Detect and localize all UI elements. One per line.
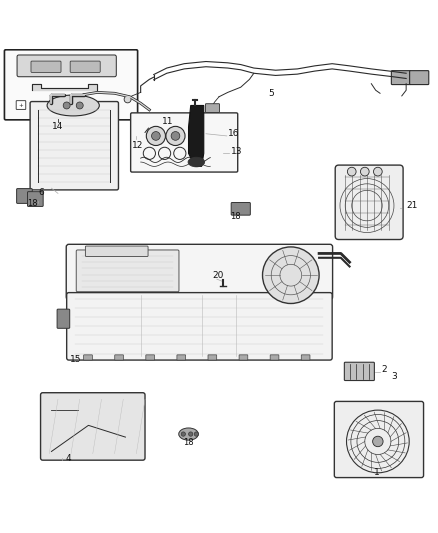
FancyBboxPatch shape	[146, 355, 155, 360]
Circle shape	[76, 102, 83, 109]
FancyBboxPatch shape	[177, 355, 186, 360]
FancyBboxPatch shape	[70, 61, 100, 72]
Circle shape	[194, 432, 198, 436]
FancyBboxPatch shape	[56, 98, 91, 114]
FancyBboxPatch shape	[334, 401, 424, 478]
Text: 13: 13	[231, 147, 243, 156]
FancyBboxPatch shape	[41, 393, 145, 460]
Text: 15: 15	[70, 356, 81, 364]
FancyBboxPatch shape	[205, 104, 219, 112]
FancyBboxPatch shape	[4, 50, 138, 120]
FancyBboxPatch shape	[335, 165, 403, 239]
Circle shape	[374, 167, 382, 176]
FancyBboxPatch shape	[208, 355, 217, 360]
Text: 6: 6	[39, 188, 44, 197]
Text: 4: 4	[66, 454, 71, 463]
Circle shape	[166, 126, 185, 146]
Ellipse shape	[188, 157, 205, 167]
FancyBboxPatch shape	[57, 309, 70, 328]
FancyBboxPatch shape	[131, 113, 238, 172]
FancyBboxPatch shape	[85, 246, 148, 256]
Text: 5: 5	[268, 89, 274, 98]
FancyBboxPatch shape	[115, 355, 124, 360]
Text: 12: 12	[132, 141, 143, 150]
FancyBboxPatch shape	[231, 203, 251, 215]
Text: 2: 2	[382, 365, 387, 374]
Text: 14: 14	[52, 122, 64, 131]
Text: 18: 18	[28, 199, 38, 207]
Circle shape	[188, 432, 193, 436]
Text: 1: 1	[374, 467, 379, 477]
Text: +: +	[18, 102, 23, 108]
FancyBboxPatch shape	[84, 355, 92, 360]
FancyBboxPatch shape	[31, 61, 61, 72]
FancyBboxPatch shape	[344, 362, 374, 381]
Circle shape	[152, 132, 160, 140]
FancyBboxPatch shape	[67, 293, 332, 360]
FancyBboxPatch shape	[410, 71, 429, 85]
FancyBboxPatch shape	[17, 55, 116, 77]
Circle shape	[124, 96, 131, 103]
Circle shape	[373, 436, 383, 447]
FancyBboxPatch shape	[270, 355, 279, 360]
Circle shape	[347, 167, 356, 176]
FancyBboxPatch shape	[391, 71, 410, 85]
FancyBboxPatch shape	[66, 244, 332, 300]
FancyBboxPatch shape	[30, 102, 118, 190]
Circle shape	[262, 247, 319, 303]
FancyBboxPatch shape	[28, 192, 43, 206]
Polygon shape	[32, 84, 97, 90]
Text: 21: 21	[406, 201, 417, 210]
Polygon shape	[188, 106, 204, 166]
Text: 11: 11	[162, 117, 174, 126]
FancyBboxPatch shape	[17, 189, 32, 204]
Text: 3: 3	[391, 372, 397, 381]
Circle shape	[171, 132, 180, 140]
Text: 18: 18	[230, 212, 240, 221]
Text: 20: 20	[212, 271, 224, 280]
FancyBboxPatch shape	[16, 101, 26, 109]
Circle shape	[63, 102, 70, 109]
Circle shape	[146, 126, 166, 146]
Text: 18: 18	[183, 438, 194, 447]
FancyBboxPatch shape	[76, 250, 179, 292]
FancyBboxPatch shape	[239, 355, 248, 360]
Text: 16: 16	[228, 129, 239, 138]
Ellipse shape	[179, 428, 198, 440]
Circle shape	[181, 432, 185, 436]
FancyBboxPatch shape	[301, 355, 310, 360]
Ellipse shape	[47, 95, 99, 116]
Circle shape	[360, 167, 369, 176]
